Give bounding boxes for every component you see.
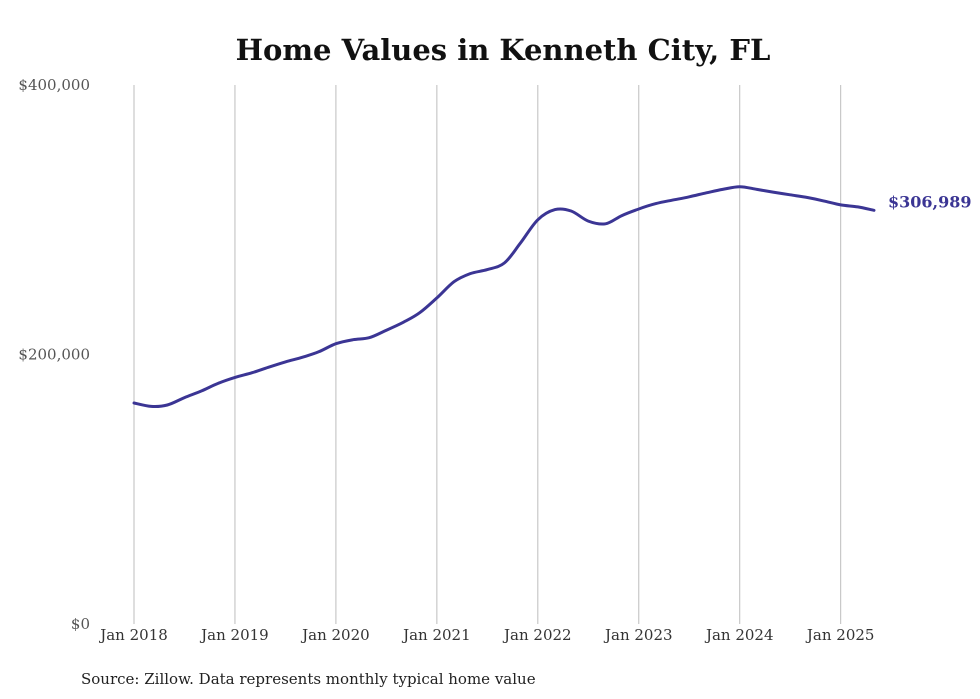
x-tick-label: Jan 2019 (199, 626, 269, 644)
y-tick-label: $0 (71, 615, 90, 633)
x-tick-label: Jan 2021 (401, 626, 471, 644)
x-tick-label: Jan 2025 (805, 626, 875, 644)
x-tick-label: Jan 2018 (98, 626, 168, 644)
y-axis-ticks: $0 $200,000 $400,000 (18, 76, 90, 633)
x-tick-label: Jan 2024 (704, 626, 774, 644)
x-tick-label: Jan 2020 (300, 626, 370, 644)
chart-title: Home Values in Kenneth City, FL (236, 33, 771, 67)
x-axis-ticks: Jan 2018 Jan 2019 Jan 2020 Jan 2021 Jan 2022… (98, 626, 874, 644)
x-tick-label: Jan 2023 (603, 626, 673, 644)
series-line (132, 185, 876, 409)
source-note: Source: Zillow. Data represents monthly … (81, 670, 536, 688)
x-tick-label: Jan 2022 (502, 626, 572, 644)
gridlines (133, 85, 842, 624)
series-line-group (132, 185, 876, 409)
y-tick-label: $200,000 (18, 346, 90, 364)
y-tick-label: $400,000 (18, 76, 90, 94)
end-value-label: $306,989 (888, 192, 972, 211)
